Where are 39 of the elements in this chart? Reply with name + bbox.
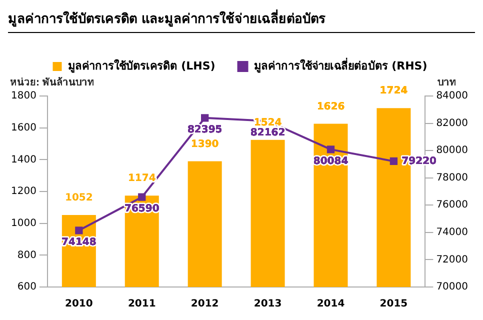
y2-tick-label: 84000	[436, 90, 468, 102]
data-label: 1174	[128, 173, 156, 184]
y-tick-label: 1800	[10, 90, 36, 102]
x-tick-label: 2010	[65, 298, 93, 310]
data-label: 76590	[124, 204, 160, 215]
data-label: 82162	[250, 128, 286, 139]
point	[201, 114, 209, 122]
x-tick-label: 2015	[380, 298, 408, 310]
point	[75, 226, 83, 234]
y2-tick-label: 74000	[436, 227, 468, 238]
y-tick-label: 1200	[10, 186, 36, 198]
data-label: 1626	[316, 101, 345, 112]
x-tick-label: 2013	[254, 298, 282, 310]
y-tick-label: 800	[17, 250, 36, 261]
y2-tick-label: 76000	[436, 200, 468, 211]
y2-tick-label: 70000	[436, 282, 468, 293]
y2-tick-label: 78000	[436, 172, 468, 184]
y2-tick-label: 80000	[436, 145, 468, 156]
y-tick-label: 1000	[10, 218, 36, 229]
y-tick-label: 1400	[10, 154, 36, 166]
legend-label: มูลค่าการใช้บัตรเครดิต (LHS)	[68, 58, 216, 74]
data-label: 1052	[65, 192, 93, 204]
data-label: 1390	[190, 138, 219, 150]
y2-tick-label: 82000	[436, 118, 468, 129]
y2-axis-title: บาท	[438, 78, 457, 89]
point	[390, 157, 398, 166]
x-tick-label: 2011	[128, 298, 156, 310]
data-label: 74148	[62, 237, 96, 248]
y-axis-title: หน่วย: พันล้านบาท	[10, 76, 95, 89]
y2-tick-label: 72000	[436, 254, 468, 266]
y-tick-label: 1600	[10, 122, 36, 134]
x-tick-label: 2012	[190, 298, 219, 310]
x-tick-label: 2014	[316, 298, 345, 310]
data-label: 1724	[380, 86, 408, 97]
y-tick-label: 600	[17, 282, 36, 293]
point	[138, 193, 146, 201]
legend-label: มูลค่าการใช้จ่ายเฉลี่ยต่อบัตร (RHS)	[254, 57, 428, 74]
point	[326, 146, 335, 154]
chart-title: มูลค่าการใช้บัตรเครดิต และมูลค่าการใช้จ่ายเฉลี่ยต่อบัตร	[8, 8, 475, 33]
